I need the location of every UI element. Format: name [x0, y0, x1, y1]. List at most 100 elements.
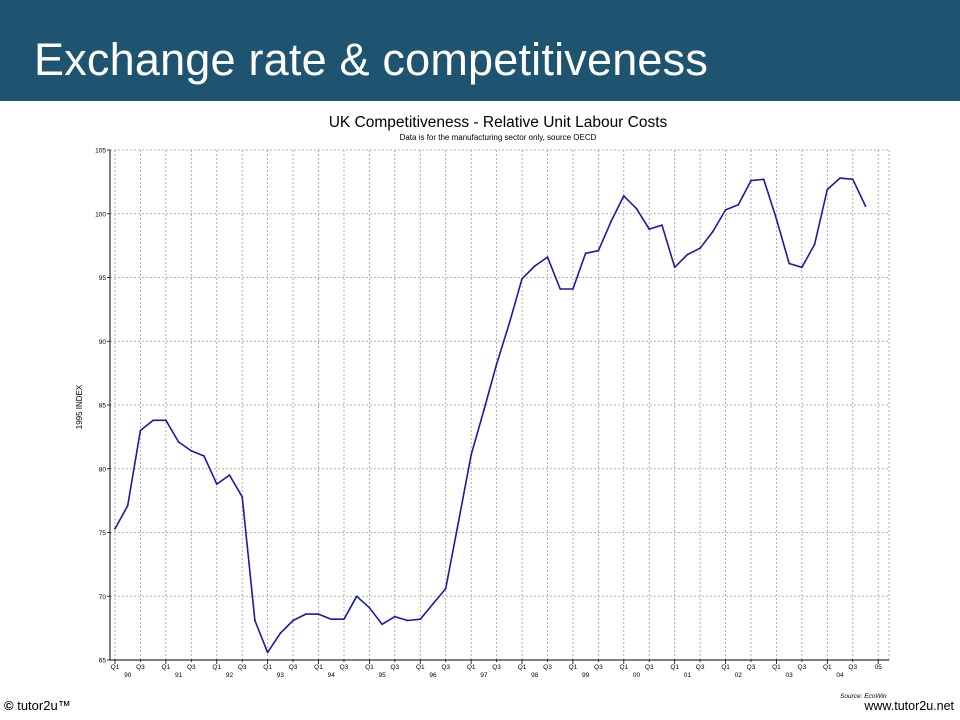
x-tick-year-label: 98	[531, 672, 539, 679]
data-point	[444, 587, 447, 590]
data-point	[635, 207, 638, 210]
y-tick-label: 70	[99, 594, 107, 601]
data-point	[279, 632, 282, 635]
y-tick-label: 105	[95, 148, 106, 155]
x-tick-quarter-label: Q3	[798, 664, 807, 671]
data-point	[851, 178, 854, 181]
slide-title: Exchange rate & competitiveness	[34, 34, 709, 85]
data-point	[750, 179, 752, 182]
line-chart: UK Competitiveness - Relative Unit Labou…	[75, 114, 890, 700]
data-point	[762, 178, 765, 181]
x-tick-quarter-label: Q1	[467, 664, 476, 671]
x-tick-quarter-label: Q1	[365, 664, 374, 671]
data-point	[711, 230, 714, 233]
data-point	[215, 483, 218, 485]
source-note: Source: EcoWin	[840, 693, 887, 700]
x-tick-quarter-label: Q1	[721, 664, 730, 671]
y-tick-label: 85	[99, 403, 107, 410]
data-point	[610, 220, 612, 223]
data-point	[228, 474, 231, 476]
x-tick-quarter-label: Q1	[772, 664, 781, 671]
x-tick-year-label: 95	[379, 672, 387, 679]
x-tick-year-label: 03	[786, 672, 794, 679]
data-point	[330, 618, 333, 621]
x-tick-year-label: 91	[175, 672, 183, 679]
data-point	[292, 619, 294, 622]
data-point	[355, 595, 358, 598]
data-point	[177, 441, 180, 443]
data-point	[813, 243, 816, 246]
data-point	[673, 266, 676, 269]
data-point	[572, 288, 574, 290]
x-tick-quarter-label: Q3	[747, 664, 756, 671]
x-tick-quarter-label: Q1	[263, 664, 272, 671]
x-tick-quarter-label: Q3	[340, 664, 349, 671]
data-point	[622, 195, 625, 197]
slide-header: Exchange rate & competitiveness	[0, 0, 960, 101]
y-tick-label: 95	[99, 275, 107, 282]
data-point	[190, 450, 193, 452]
x-tick-quarter-label: Q1	[823, 664, 832, 671]
x-tick-quarter-label: Q1	[518, 664, 527, 671]
chart-container: UK Competitiveness - Relative Unit Labou…	[0, 101, 960, 701]
data-point	[457, 521, 460, 524]
series-line	[114, 177, 867, 654]
data-point	[114, 527, 116, 530]
data-point	[775, 218, 778, 220]
x-tick-year-label: 99	[582, 672, 590, 679]
x-tick-quarter-label: Q1	[416, 664, 425, 671]
data-point	[343, 618, 345, 621]
x-tick-quarter-label: Q1	[670, 664, 679, 671]
x-tick-quarter-label: Q3	[543, 664, 552, 671]
x-tick-quarter-label: Q1	[619, 664, 628, 671]
footer-url: www.tutor2u.net	[864, 699, 954, 713]
x-tick-year-label: 90	[124, 672, 132, 679]
data-point	[304, 613, 307, 615]
x-tick-year-label: 04	[836, 672, 844, 679]
data-point	[801, 266, 803, 269]
data-point	[508, 322, 511, 325]
x-tick-year-label: 93	[277, 672, 285, 679]
x-tick-labels: Q1 90 Q3 Q1 91 Q3 Q1 92 Q3 Q1 93 Q3 Q1 94 Q3 Q1 95 Q3 Q1 96…	[111, 664, 883, 679]
footer-brand-text: tutor2u™	[17, 698, 71, 713]
x-tick-quarter-label: Q1	[111, 664, 120, 671]
x-tick-quarter-label: Q3	[289, 664, 298, 671]
data-point	[241, 495, 244, 498]
x-tick-quarter-label: Q3	[187, 664, 196, 671]
data-point	[432, 603, 434, 605]
x-tick-quarter-label: Q3	[492, 664, 501, 671]
y-tick-label: 75	[99, 530, 107, 537]
series-layer	[114, 177, 867, 654]
grid-lines	[110, 149, 890, 660]
axes	[107, 149, 889, 664]
data-point	[266, 651, 269, 654]
data-point	[864, 205, 867, 207]
data-point	[381, 623, 383, 626]
y-tick-label: 100	[95, 211, 106, 218]
x-tick-year-label: 97	[480, 672, 488, 679]
data-point	[648, 228, 651, 230]
copyright-icon: ©	[4, 698, 14, 713]
chart-title: UK Competitiveness - Relative Unit Labou…	[329, 114, 668, 131]
data-point	[737, 203, 740, 206]
data-point	[495, 363, 498, 366]
data-point	[368, 606, 371, 609]
data-point	[533, 265, 536, 267]
x-tick-quarter-label: Q3	[441, 664, 450, 671]
data-point	[419, 618, 422, 621]
data-point	[597, 249, 600, 252]
x-tick-quarter-label: Q3	[848, 664, 857, 671]
data-point	[483, 409, 485, 411]
x-tick-quarter-label: Q3	[594, 664, 603, 671]
y-axis-label: 1995 INDEX	[75, 384, 84, 429]
x-tick-year-label: 02	[735, 672, 743, 679]
x-tick-quarter-label: Q1	[569, 664, 578, 671]
data-point	[699, 247, 701, 250]
data-point	[406, 619, 409, 622]
x-tick-quarter-label: Q3	[645, 664, 654, 671]
x-tick-year-label: 94	[328, 672, 336, 679]
footer-brand: © tutor2u™	[4, 698, 71, 713]
data-point	[546, 256, 549, 258]
data-point	[724, 209, 727, 211]
data-point	[686, 253, 689, 256]
